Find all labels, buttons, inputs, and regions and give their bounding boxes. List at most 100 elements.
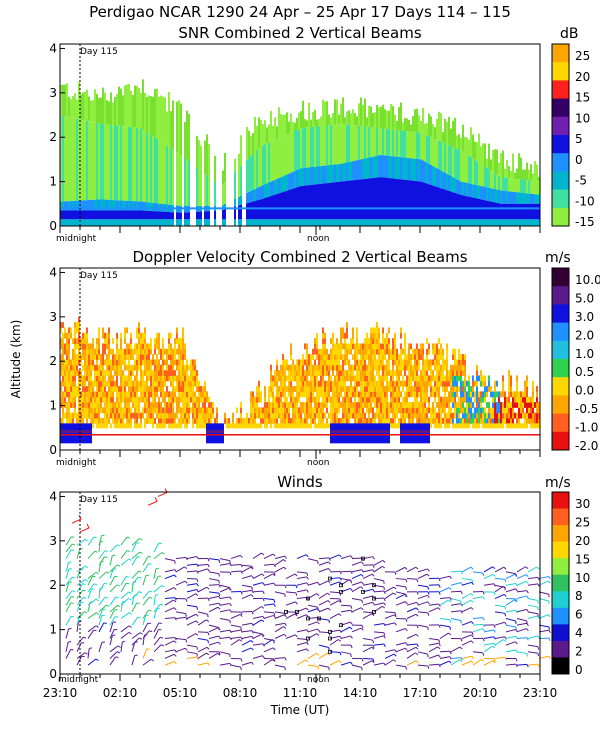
velocity-cell bbox=[366, 348, 368, 355]
velocity-cell bbox=[178, 348, 180, 355]
velocity-cell bbox=[126, 380, 128, 387]
velocity-cell bbox=[120, 359, 122, 366]
wind-barb bbox=[318, 600, 329, 606]
velocity-cell bbox=[410, 364, 412, 371]
velocity-cell bbox=[368, 402, 370, 408]
wind-barb bbox=[142, 563, 150, 573]
wind-barb bbox=[164, 587, 175, 593]
velocity-cell bbox=[498, 423, 500, 429]
wind-barb bbox=[328, 620, 330, 624]
snr-cell bbox=[460, 137, 462, 151]
velocity-cell bbox=[270, 380, 272, 387]
velocity-cell bbox=[322, 348, 324, 355]
velocity-cell bbox=[78, 407, 80, 414]
velocity-cell bbox=[452, 386, 454, 392]
velocity-cell bbox=[338, 375, 340, 382]
velocity-cell bbox=[292, 364, 294, 371]
velocity-cell bbox=[258, 396, 260, 403]
snr-cell bbox=[370, 127, 372, 158]
snr-cell bbox=[500, 219, 502, 226]
velocity-cell bbox=[336, 359, 338, 366]
velocity-cell bbox=[118, 348, 120, 355]
snr-cell bbox=[366, 178, 368, 220]
snr-cell bbox=[176, 101, 178, 153]
velocity-cell bbox=[276, 370, 278, 376]
velocity-cell bbox=[184, 412, 186, 419]
velocity-cell bbox=[376, 380, 378, 387]
wind-barb bbox=[316, 633, 320, 636]
velocity-cell bbox=[328, 396, 330, 403]
velocity-cell bbox=[464, 391, 466, 398]
wind-barb bbox=[76, 565, 86, 573]
snr-cell bbox=[302, 168, 304, 186]
wind-barb bbox=[109, 635, 113, 646]
snr-cell bbox=[514, 203, 516, 220]
doppler-day-label: Day 115 bbox=[80, 271, 118, 281]
snr-cell bbox=[306, 127, 308, 168]
snr-cell bbox=[324, 183, 326, 220]
wind-barb bbox=[261, 573, 265, 577]
velocity-cell bbox=[70, 327, 72, 334]
velocity-cell bbox=[448, 412, 450, 419]
snr-cell bbox=[500, 203, 502, 220]
velocity-cell bbox=[348, 386, 350, 392]
velocity-cell bbox=[308, 370, 310, 376]
wind-barb bbox=[272, 647, 276, 651]
velocity-cell bbox=[412, 407, 414, 414]
velocity-cell bbox=[386, 343, 388, 350]
velocity-cell bbox=[444, 396, 446, 403]
velocity-cell bbox=[396, 402, 398, 408]
wind-barb bbox=[372, 640, 374, 644]
velocity-cell bbox=[370, 338, 372, 344]
velocity-cell bbox=[372, 380, 374, 387]
snr-cell bbox=[286, 190, 288, 220]
snr-cell bbox=[386, 177, 388, 220]
wind-barb bbox=[230, 624, 241, 628]
velocity-cell bbox=[94, 364, 96, 371]
velocity-cell bbox=[450, 370, 452, 376]
wind-barb bbox=[139, 538, 143, 541]
snr-cell bbox=[290, 113, 292, 133]
velocity-cell bbox=[438, 338, 440, 344]
velocity-cell bbox=[96, 418, 98, 424]
velocity-cell bbox=[490, 423, 492, 429]
velocity-cell bbox=[128, 354, 130, 360]
snr-cell bbox=[368, 219, 370, 226]
velocity-cell bbox=[384, 370, 386, 376]
velocity-cell bbox=[196, 370, 198, 376]
velocity-cell bbox=[64, 327, 66, 334]
velocity-cell bbox=[470, 402, 472, 408]
snr-cell bbox=[200, 170, 202, 207]
wind-barb bbox=[131, 576, 139, 586]
velocity-cell bbox=[290, 375, 292, 382]
velocity-cell bbox=[382, 359, 384, 366]
wind-barb bbox=[438, 643, 441, 647]
snr-cell bbox=[296, 219, 298, 226]
velocity-cell bbox=[100, 402, 102, 408]
velocity-cell bbox=[392, 338, 394, 344]
velocity-cell bbox=[312, 396, 314, 403]
velocity-cell bbox=[140, 412, 142, 419]
snr-cell bbox=[60, 115, 62, 202]
snr-cell bbox=[516, 178, 518, 193]
wind-barb bbox=[252, 655, 263, 659]
velocity-cell bbox=[180, 386, 182, 392]
velocity-cell bbox=[526, 423, 528, 429]
snr-cell bbox=[484, 166, 486, 187]
snr-cell bbox=[414, 132, 416, 159]
velocity-cell bbox=[94, 354, 96, 360]
velocity-cell bbox=[420, 412, 422, 419]
wind-barb bbox=[470, 621, 474, 625]
velocity-cell bbox=[348, 348, 350, 355]
snr-cell bbox=[412, 158, 414, 181]
snr-cell bbox=[374, 219, 376, 226]
snr-cell bbox=[532, 173, 534, 181]
velocity-cell bbox=[394, 423, 396, 429]
velocity-cell bbox=[162, 412, 164, 419]
wind-barb bbox=[307, 664, 318, 667]
velocity-cell bbox=[484, 418, 486, 424]
velocity-cell bbox=[360, 380, 362, 387]
velocity-cell bbox=[416, 348, 418, 355]
snr-cell bbox=[392, 178, 394, 220]
